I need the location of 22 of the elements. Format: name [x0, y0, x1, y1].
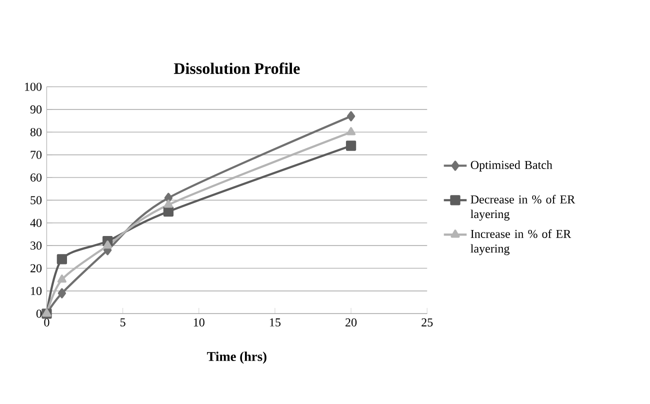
y-tick-label: 70	[30, 150, 42, 159]
x-tick-label: 10	[194, 318, 204, 326]
y-tick-label: 40	[30, 218, 42, 227]
x-axis-title: Time (hrs)	[207, 351, 266, 364]
x-tick-label: 25	[422, 318, 433, 326]
chart-title: Dissolution Profile	[174, 62, 300, 74]
y-tick-label: 90	[30, 105, 42, 114]
y-tick-label: 100	[25, 82, 42, 91]
x-tick-label: 15	[270, 318, 280, 326]
x-tick-label: 0	[44, 318, 50, 326]
x-tick-label: 20	[346, 318, 357, 326]
legend-label: Increase in % of ER layering	[470, 229, 572, 255]
y-tick-label: 80	[30, 128, 42, 136]
legend-label: Decrease in % of ER layering	[470, 194, 576, 220]
legend-label: Optimised Batch	[470, 160, 552, 172]
y-tick-label: 60	[30, 173, 42, 182]
x-tick-label: 5	[120, 318, 126, 326]
y-tick-label: 50	[30, 196, 42, 204]
y-tick-label: 10	[31, 286, 42, 295]
y-tick-label: 20	[30, 264, 42, 272]
y-tick-label: 30	[30, 241, 42, 250]
y-tick-label: 0	[36, 309, 42, 318]
